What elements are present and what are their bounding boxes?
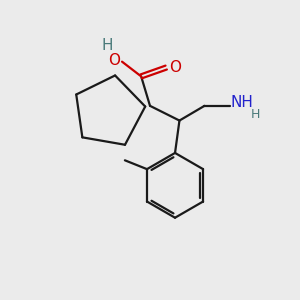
Text: NH: NH [231, 95, 254, 110]
Text: O: O [169, 60, 181, 75]
Text: H: H [102, 38, 113, 53]
Text: O: O [108, 53, 120, 68]
Text: H: H [251, 108, 260, 121]
